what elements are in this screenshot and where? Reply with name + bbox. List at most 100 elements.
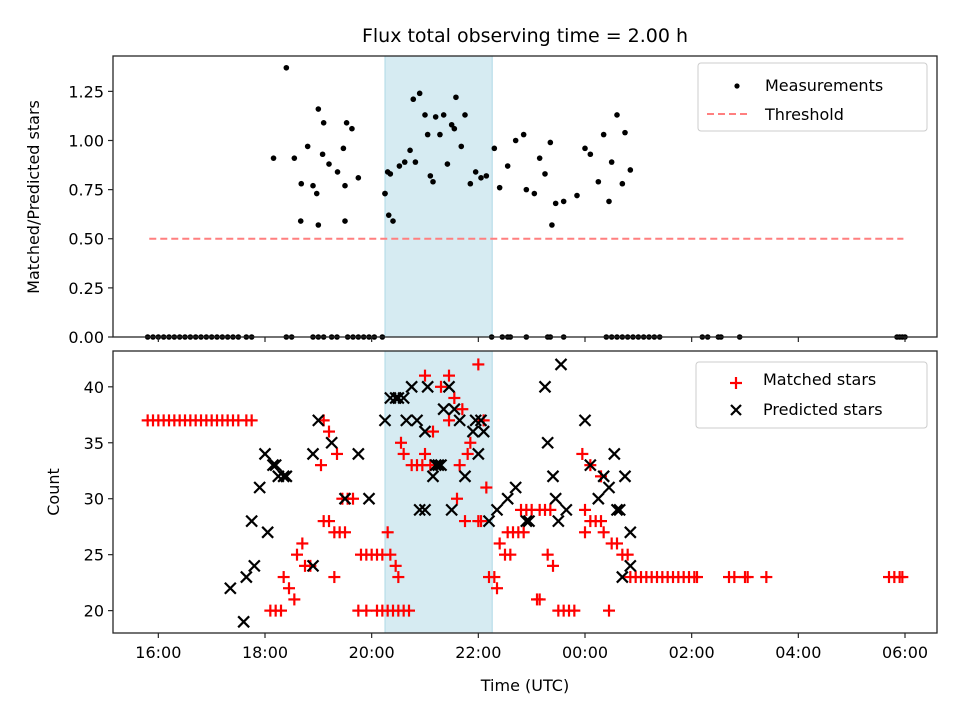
predicted-star-point <box>362 492 376 505</box>
matched-star-point <box>459 515 471 528</box>
matched-star-point <box>416 459 429 472</box>
predicted-star-point <box>266 458 280 472</box>
matched-star-point <box>576 447 589 460</box>
predicted-star-point <box>466 425 480 438</box>
ratio-panel: 0.00 0.25 0.50 0.75 1.00 1.25 Matched/Predict… <box>24 55 938 347</box>
y-tick-label: 0.75 <box>68 181 104 200</box>
legend-matched-marker <box>730 377 742 389</box>
predicted-star-point <box>554 358 568 371</box>
matched-star-point <box>691 571 703 584</box>
measurement-point <box>342 218 348 224</box>
y-tick-label: 30 <box>84 490 104 509</box>
matched-star-point <box>451 492 463 505</box>
y-tick-label: 0.50 <box>68 230 104 249</box>
measurement-point <box>437 131 443 138</box>
predicted-star-point <box>224 581 237 595</box>
predicted-star-point <box>325 436 338 450</box>
measurement-point <box>547 139 554 146</box>
chart-title: Flux total observing time = 2.00 h <box>362 25 688 47</box>
measurement-point <box>427 173 434 179</box>
predicted-star-point <box>592 492 605 505</box>
measurement-point <box>523 186 530 193</box>
matched-star-point <box>339 526 351 539</box>
measurement-point <box>297 218 304 224</box>
measurement-point <box>416 90 423 97</box>
predicted-star-point <box>474 414 488 427</box>
matched-star-point <box>288 593 301 606</box>
matched-star-point <box>435 380 447 393</box>
predicted-star-point <box>472 447 485 461</box>
matched-star-point <box>328 571 341 584</box>
predicted-star-point <box>618 470 632 483</box>
predicted-star-point <box>237 615 250 629</box>
predicted-star-point <box>413 503 426 517</box>
matched-star-point <box>360 548 373 561</box>
measurement-point <box>320 120 327 126</box>
measurement-point <box>606 198 612 205</box>
matched-star-point <box>464 436 477 449</box>
matched-star-point <box>728 571 741 584</box>
predicted-star-point <box>509 481 522 494</box>
matched-star-point <box>283 582 295 595</box>
matched-star-point <box>291 548 303 561</box>
predicted-star-point <box>437 402 450 416</box>
predicted-star-point <box>445 503 458 517</box>
x-tick-label: 06:00 <box>882 643 928 662</box>
matched-star-point <box>443 414 455 427</box>
predicted-star-point <box>501 492 514 505</box>
matched-star-point <box>472 358 485 371</box>
predicted-star-point <box>378 414 392 427</box>
y-tick-label: 1.00 <box>68 131 104 150</box>
matched-star-point <box>760 571 773 584</box>
measurement-point <box>608 159 615 165</box>
predicted-star-point <box>269 458 282 472</box>
counts-panel: 20 25 30 35 40 16:00 18:00 20:00 22:00 00:00 02:0… <box>44 350 938 695</box>
measurement-point <box>310 182 316 189</box>
matched-star-point <box>480 481 493 494</box>
predicted-star-point <box>426 470 440 483</box>
predicted-star-point <box>405 380 418 394</box>
predicted-star-point <box>578 414 592 427</box>
predicted-star-point <box>520 514 533 528</box>
measurement-point <box>458 143 465 150</box>
y-tick-label: 35 <box>84 434 104 453</box>
counts-y-axis-label: Count <box>44 468 63 516</box>
y-tick-label: 0.25 <box>68 279 104 298</box>
measurement-point <box>478 175 484 181</box>
measurement-point <box>496 184 503 191</box>
measurement-point <box>315 106 322 112</box>
predicted-star-point <box>448 402 461 416</box>
counts-legend: Matched stars Predicted stars <box>695 361 928 429</box>
matched-star-point <box>403 604 415 617</box>
predicted-star-point <box>613 503 626 517</box>
measurement-point <box>313 190 320 197</box>
matched-star-point <box>419 447 431 460</box>
measurement-point <box>326 161 332 167</box>
predicted-star-point <box>277 470 290 483</box>
matched-star-point <box>544 503 557 516</box>
observing-window-highlight <box>384 55 493 338</box>
measurement-point <box>574 192 580 199</box>
predicted-star-point <box>597 470 610 483</box>
matched-star-point <box>568 604 581 617</box>
predicted-star-point <box>458 470 472 483</box>
measurement-point <box>536 155 543 161</box>
measurement-point <box>355 175 362 181</box>
matched-star-point <box>456 403 469 416</box>
matched-star-point <box>296 537 309 550</box>
measurement-point <box>560 198 567 205</box>
matched-star-point <box>397 447 410 460</box>
measurement-point <box>582 145 588 152</box>
predicted-star-point <box>453 414 466 427</box>
predicted-star-point <box>418 425 432 438</box>
measurement-point <box>531 190 538 197</box>
matched-star-point <box>315 459 327 472</box>
measurement-point <box>304 143 311 150</box>
ratio-panel-frame <box>112 55 938 338</box>
predicted-star-point <box>352 447 365 461</box>
matched-star-point <box>419 369 431 382</box>
measurement-point <box>334 169 341 175</box>
matched-star-point <box>323 515 335 528</box>
matched-star-point <box>603 604 615 617</box>
